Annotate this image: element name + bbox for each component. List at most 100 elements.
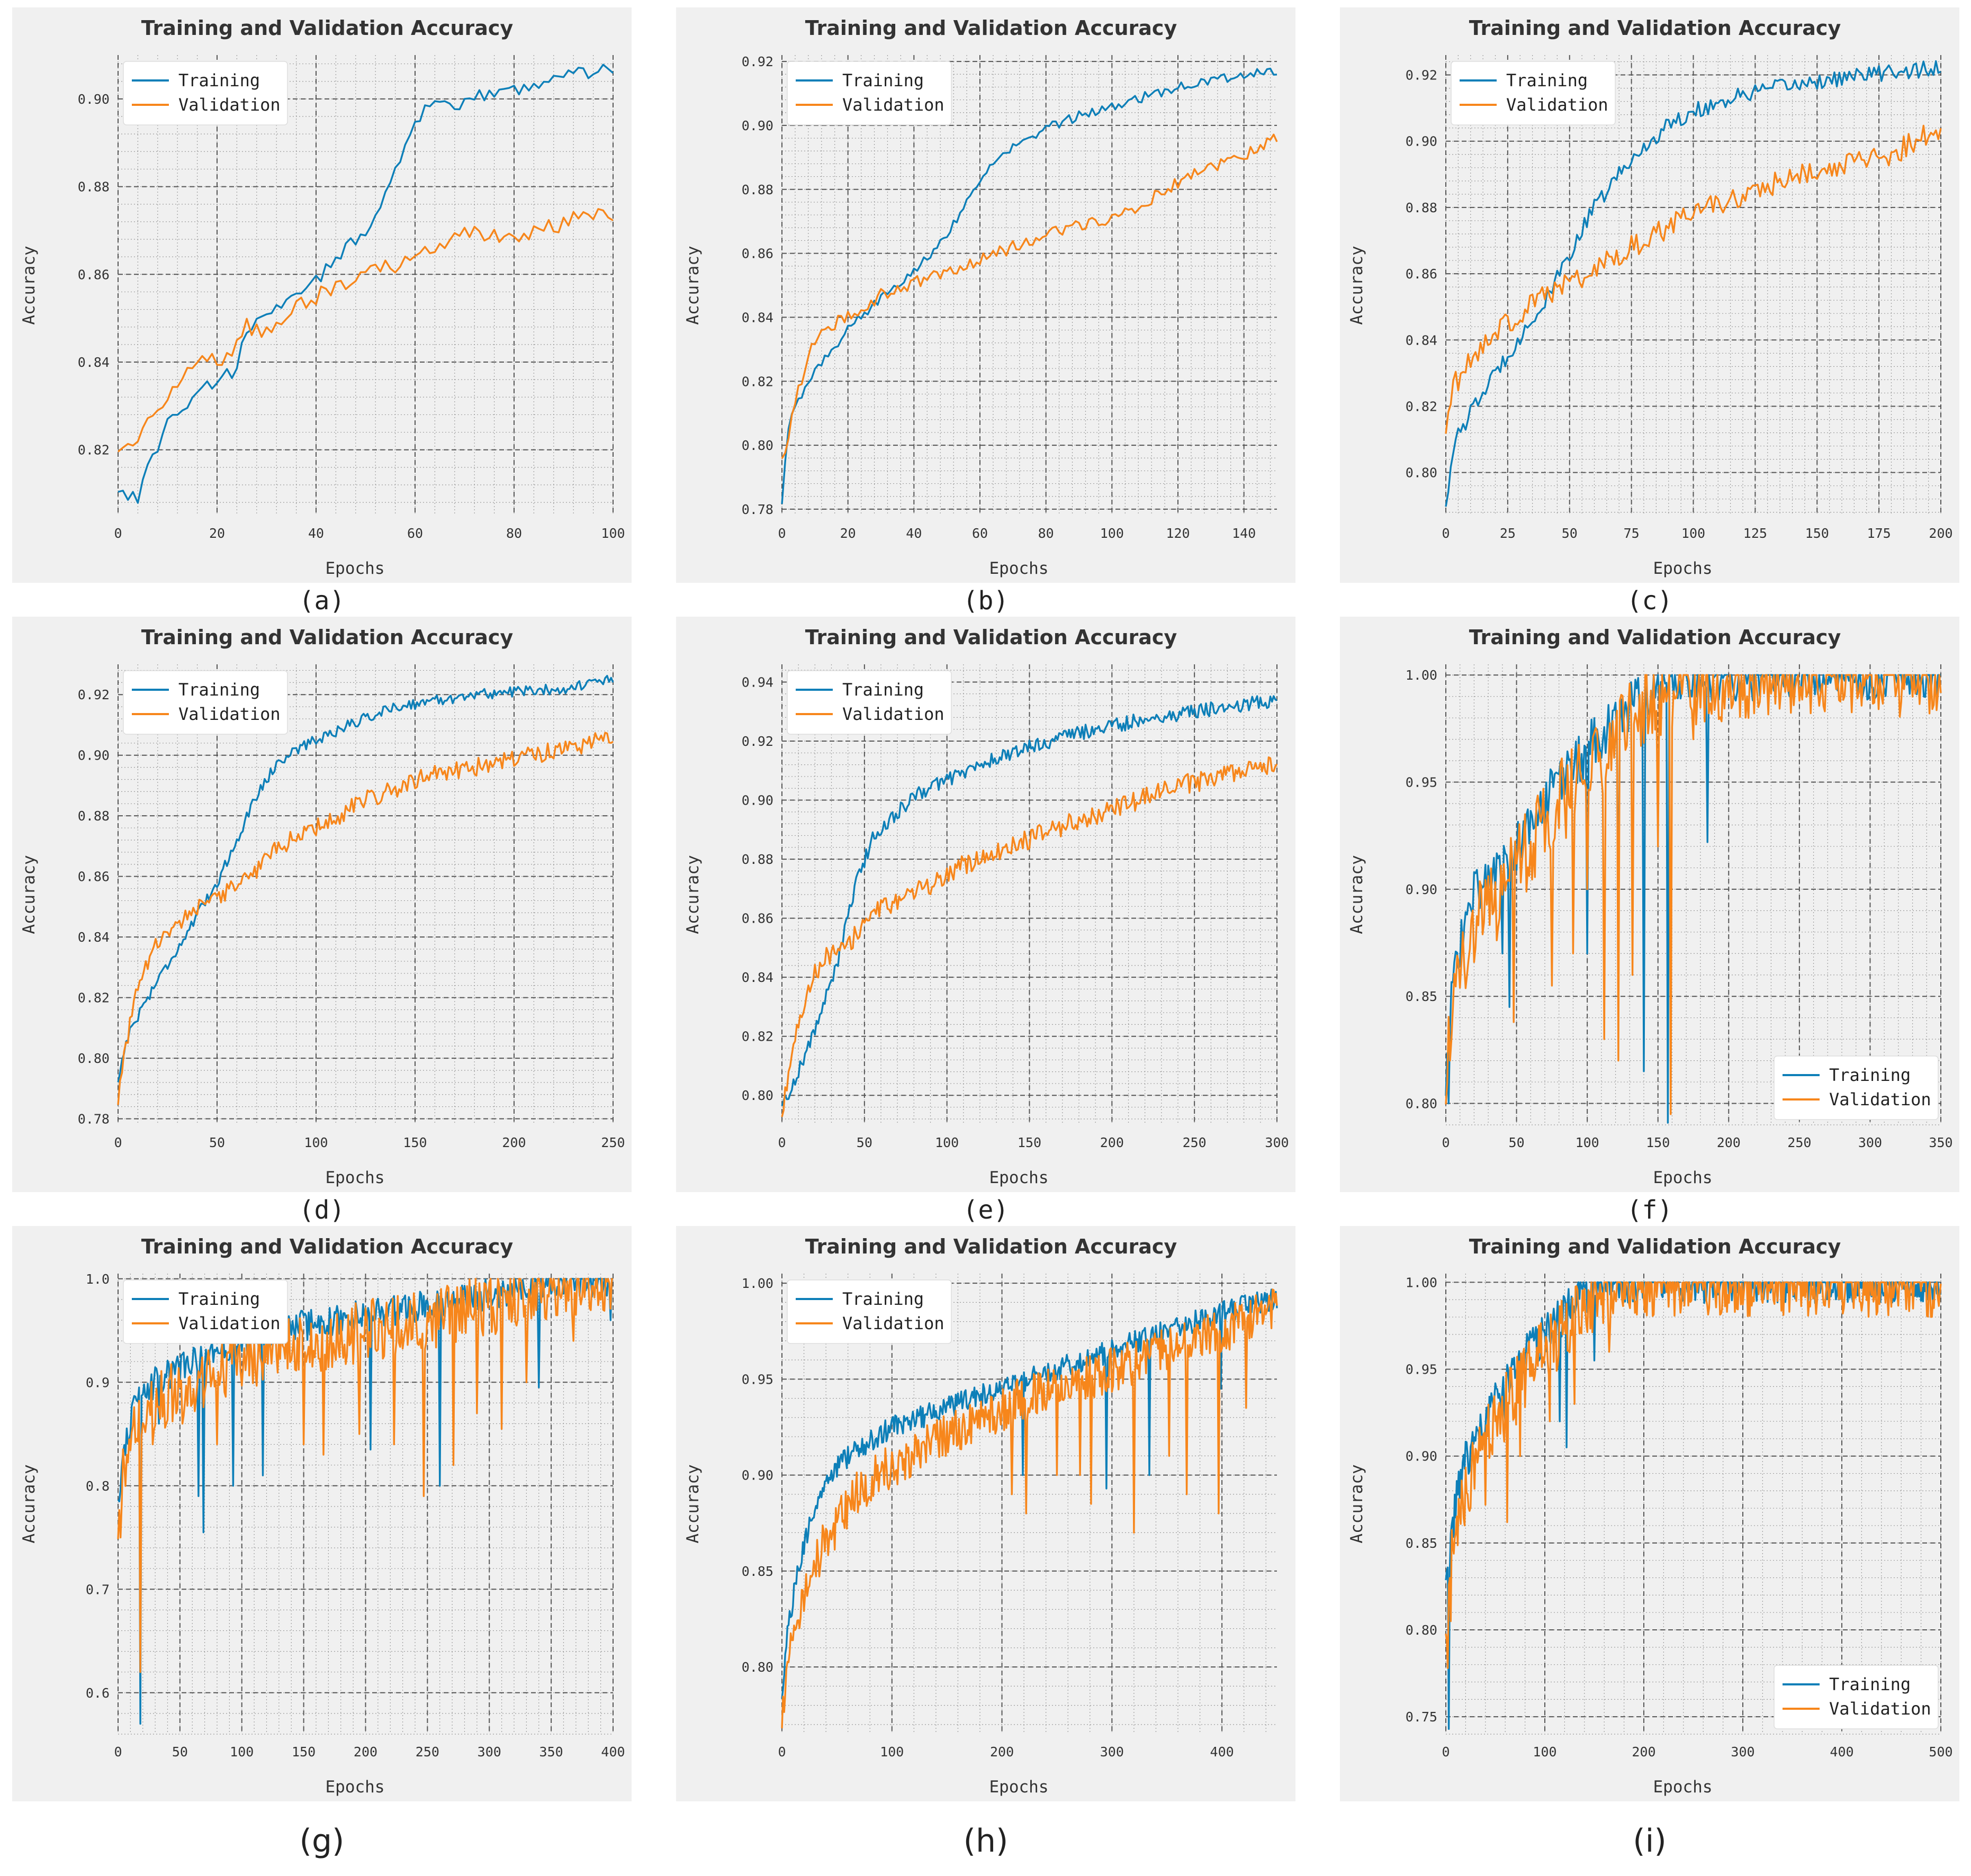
x-tick-label: 75 (1624, 526, 1640, 541)
x-tick-label: 100 (601, 526, 625, 541)
chart-title: Training and Validation Accuracy (141, 16, 514, 40)
legend-label: Validation (1829, 1699, 1931, 1719)
y-tick-label: 0.84 (1406, 332, 1437, 348)
x-tick-label: 500 (1929, 1744, 1952, 1760)
legend: Training Validation (787, 670, 952, 735)
series-line-training (1445, 1281, 1942, 1730)
chart-panel: Training and Validation Accuracy 0 20 40 60 8… (12, 7, 632, 583)
minor-grid (1445, 1274, 1941, 1735)
chart-svg: Training and Validation Accuracy 0 100 200 3… (683, 1235, 1278, 1797)
chart-svg: Training and Validation Accuracy 0 50 100 15… (20, 626, 625, 1187)
x-tick-label: 140 (1232, 526, 1256, 541)
x-tick-label: 50 (172, 1744, 188, 1760)
chart-panel: Training and Validation Accuracy 0 20 40 60 8… (676, 7, 1295, 583)
legend-box (1774, 1056, 1939, 1120)
x-tick-label: 300 (1100, 1744, 1124, 1760)
x-tick-label: 40 (906, 526, 922, 541)
legend-label: Training (1506, 70, 1588, 91)
legend: Training Validation (123, 61, 288, 125)
x-tick-label: 0 (778, 1744, 786, 1760)
minor-grid (1445, 664, 1941, 1125)
series-line-validation (117, 732, 614, 1105)
chart-title: Training and Validation Accuracy (1469, 626, 1841, 649)
minor-grid (1445, 55, 1941, 516)
chart-panel: Training and Validation Accuracy 0 25 50 75 1… (1340, 7, 1959, 583)
chart-title: Training and Validation Accuracy (805, 1235, 1177, 1258)
y-tick-label: 0.86 (1406, 266, 1437, 282)
legend-label: Validation (842, 1313, 944, 1333)
y-axis-label: Accuracy (1347, 1464, 1366, 1543)
major-grid (118, 1274, 614, 1734)
x-axis-label: Epochs (989, 1168, 1049, 1187)
subfigure-caption: (e) (962, 1195, 1009, 1225)
x-tick-label: 200 (990, 1744, 1014, 1760)
chart-svg: Training and Validation Accuracy 0 100 200 3… (1347, 1235, 1953, 1797)
y-tick-label: 1.00 (742, 1276, 773, 1291)
y-tick-label: 0.82 (742, 1029, 773, 1044)
subfigure-caption: (c) (1626, 586, 1673, 616)
minor-grid (781, 55, 1277, 516)
x-tick-label: 20 (209, 526, 225, 541)
x-tick-label: 200 (1929, 526, 1952, 541)
subfigure-caption: (h) (963, 1823, 1009, 1860)
chart-title: Training and Validation Accuracy (805, 16, 1177, 40)
x-tick-label: 20 (840, 526, 856, 541)
chart-title: Training and Validation Accuracy (805, 626, 1177, 649)
series-line-validation (1445, 1281, 1942, 1669)
x-tick-label: 250 (601, 1135, 625, 1150)
x-axis-label: Epochs (989, 1778, 1049, 1797)
x-tick-label: 350 (1929, 1135, 1952, 1150)
x-tick-label: 100 (1681, 526, 1705, 541)
chart-svg: Training and Validation Accuracy 0 20 40 60 8… (20, 16, 625, 578)
x-tick-label: 250 (1183, 1135, 1207, 1150)
legend-label: Training (178, 1289, 260, 1309)
y-tick-label: 0.82 (742, 374, 773, 389)
legend-label: Training (178, 70, 260, 91)
x-tick-label: 50 (1509, 1135, 1525, 1150)
x-tick-label: 200 (1632, 1744, 1655, 1760)
y-axis-label: Accuracy (20, 1464, 39, 1543)
y-tick-label: 0.95 (742, 1372, 773, 1387)
legend-label: Validation (178, 1313, 281, 1333)
x-tick-label: 100 (1100, 526, 1124, 541)
legend-box (1774, 1665, 1939, 1729)
y-tick-label: 0.84 (742, 310, 773, 325)
x-tick-label: 100 (1576, 1135, 1599, 1150)
x-tick-label: 125 (1743, 526, 1767, 541)
x-tick-label: 150 (1646, 1135, 1670, 1150)
series-line-training (118, 64, 614, 504)
x-tick-label: 40 (308, 526, 324, 541)
legend-box (123, 670, 288, 735)
y-axis-label: Accuracy (1347, 246, 1366, 324)
x-axis-label: Epochs (989, 559, 1049, 578)
y-tick-label: 0.80 (742, 1088, 773, 1103)
x-tick-label: 100 (230, 1744, 254, 1760)
legend-label: Validation (1829, 1089, 1931, 1110)
series-line-validation (117, 1278, 614, 1673)
series-line-validation (1445, 124, 1942, 434)
y-tick-label: 0.88 (742, 182, 773, 197)
chart-svg: Training and Validation Accuracy 0 50 100 15… (1347, 626, 1953, 1187)
y-tick-label: 0.7 (86, 1582, 110, 1597)
x-axis-label: Epochs (326, 1168, 385, 1187)
chart-panel: Training and Validation Accuracy 0 100 200 3… (676, 1226, 1295, 1801)
y-tick-label: 0.78 (742, 502, 773, 517)
chart-svg: Training and Validation Accuracy 0 20 40 60 8… (683, 16, 1278, 578)
x-tick-label: 200 (502, 1135, 526, 1150)
chart-title: Training and Validation Accuracy (1469, 16, 1841, 40)
legend-box (123, 1279, 288, 1344)
y-tick-label: 0.85 (1406, 1536, 1437, 1551)
y-tick-label: 0.88 (78, 808, 110, 824)
major-grid (1445, 1274, 1941, 1734)
legend-box (123, 61, 288, 125)
x-tick-label: 80 (506, 526, 522, 541)
y-tick-label: 0.92 (1406, 68, 1437, 83)
y-tick-label: 0.75 (1406, 1709, 1437, 1725)
y-tick-label: 0.94 (742, 674, 773, 690)
x-tick-label: 60 (407, 526, 423, 541)
subfigure-caption: (g) (299, 1823, 345, 1860)
legend-label: Training (842, 1289, 924, 1309)
legend-label: Validation (178, 704, 281, 724)
y-tick-label: 1.00 (1406, 668, 1437, 683)
